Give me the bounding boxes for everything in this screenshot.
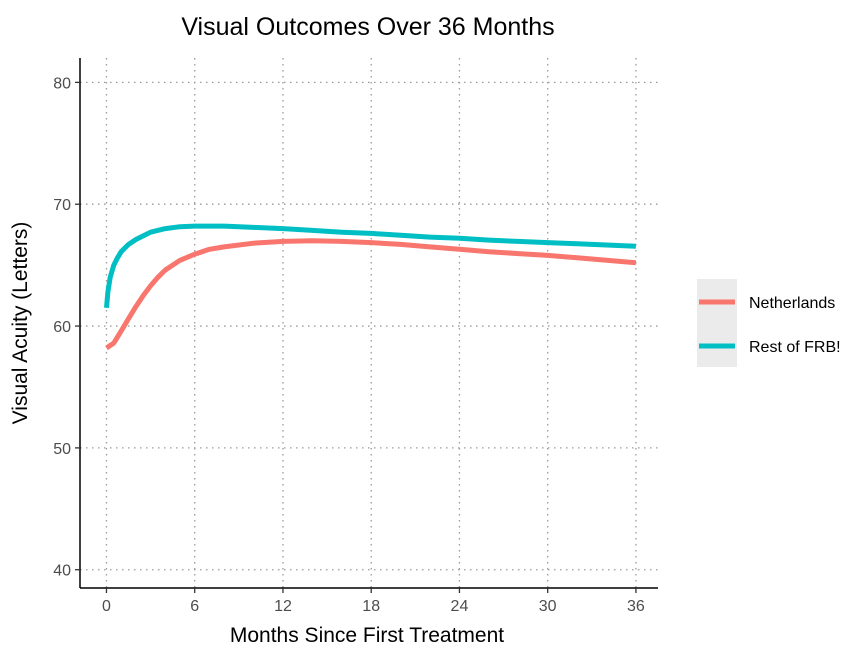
x-tick-label: 30 bbox=[539, 598, 557, 615]
y-tick-label: 50 bbox=[53, 441, 71, 458]
x-tick-label: 36 bbox=[627, 598, 645, 615]
x-tick-label: 6 bbox=[190, 598, 199, 615]
x-tick-label: 18 bbox=[362, 598, 380, 615]
y-axis-ticks: 40 50 60 70 80 bbox=[53, 75, 80, 580]
x-tick-label: 0 bbox=[102, 598, 111, 615]
y-tick-label: 70 bbox=[53, 197, 71, 214]
series-lines bbox=[104, 223, 637, 351]
series-line-2 bbox=[104, 223, 637, 309]
y-tick-label: 60 bbox=[53, 319, 71, 336]
series-line-1 bbox=[105, 238, 637, 351]
legend: Netherlands Rest of FRB! bbox=[697, 279, 841, 367]
legend-key-background bbox=[697, 279, 737, 367]
x-tick-label: 24 bbox=[451, 598, 469, 615]
legend-label: Netherlands bbox=[749, 295, 835, 312]
chart-title: Visual Outcomes Over 36 Months bbox=[181, 13, 554, 41]
x-axis-title: Months Since First Treatment bbox=[230, 624, 504, 646]
x-tick-label: 12 bbox=[274, 598, 292, 615]
legend-label: Rest of FRB! bbox=[749, 339, 841, 356]
x-axis-ticks: 0 6 12 18 24 30 36 bbox=[102, 588, 645, 615]
y-axis-title: Visual Acuity (Letters) bbox=[9, 222, 32, 425]
gridlines bbox=[80, 58, 658, 588]
y-tick-label: 40 bbox=[53, 563, 71, 580]
y-tick-label: 80 bbox=[53, 75, 71, 92]
